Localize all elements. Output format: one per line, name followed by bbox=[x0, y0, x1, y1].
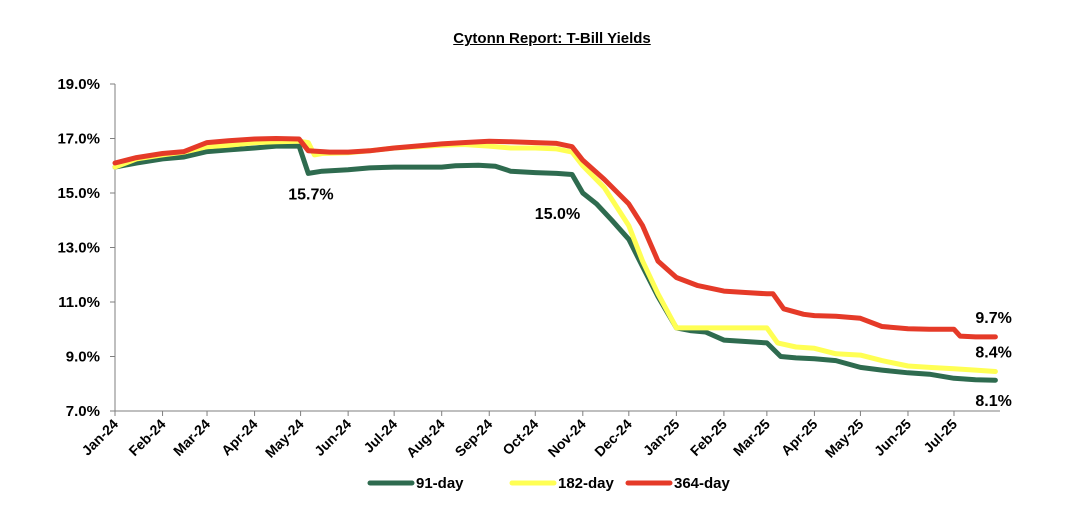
series-line-182-day bbox=[112, 138, 998, 374]
x-tick-label: Dec-24 bbox=[591, 416, 635, 460]
y-tick-label: 7.0% bbox=[66, 403, 100, 420]
legend-label-364-day: 364-day bbox=[674, 475, 731, 492]
x-tick-label: Oct-24 bbox=[499, 416, 541, 458]
x-tick-label: May-25 bbox=[822, 416, 867, 461]
x-tick-label: Jul-25 bbox=[920, 416, 960, 456]
x-tick-label: May-24 bbox=[262, 416, 307, 461]
data-label: 15.0% bbox=[535, 206, 580, 223]
y-tick-label: 15.0% bbox=[57, 185, 100, 202]
data-label: 9.7% bbox=[975, 310, 1011, 327]
y-tick-label: 17.0% bbox=[57, 131, 100, 148]
x-tick-label: Jan-25 bbox=[640, 416, 683, 459]
x-tick-label: Jun-24 bbox=[311, 416, 354, 459]
x-tick-label: Sep-24 bbox=[452, 416, 496, 460]
series-layer bbox=[112, 136, 998, 383]
x-tick-label: Feb-24 bbox=[125, 416, 168, 459]
x-tick-label: Jul-24 bbox=[360, 416, 400, 456]
series-line-91-day bbox=[112, 143, 998, 383]
x-tick-label: Apr-24 bbox=[218, 416, 261, 459]
y-tick-label: 19.0% bbox=[57, 76, 100, 93]
axes-layer: 7.0%9.0%11.0%13.0%15.0%17.0%19.0%Jan-24 F… bbox=[57, 76, 1000, 461]
x-tick-label: Mar-25 bbox=[730, 416, 773, 459]
data-label: 8.1% bbox=[975, 393, 1011, 410]
x-tick-label: Jun-25 bbox=[871, 416, 914, 459]
x-tick-label: Aug-24 bbox=[403, 416, 448, 461]
data-label: 15.7% bbox=[288, 186, 333, 203]
y-tick-label: 9.0% bbox=[66, 349, 100, 366]
x-tick-label: Jan-24 bbox=[78, 416, 121, 459]
data-label: 8.4% bbox=[975, 344, 1011, 361]
legend-label-182-day: 182-day bbox=[558, 475, 615, 492]
chart-title: Cytonn Report: T-Bill Yields bbox=[453, 30, 651, 47]
x-tick-label: Feb-25 bbox=[687, 416, 730, 459]
annotation-layer: 15.7% 15.0% 9.7% 8.4% 8.1% bbox=[288, 186, 1012, 410]
series-line-364-day bbox=[112, 136, 998, 340]
x-tick-label: Apr-25 bbox=[778, 416, 821, 459]
x-tick-label: Mar-24 bbox=[170, 416, 213, 459]
x-tick-label: Nov-24 bbox=[545, 416, 589, 460]
y-tick-label: 13.0% bbox=[57, 240, 100, 257]
legend-layer: 91-day 182-day 364-day bbox=[367, 475, 731, 492]
y-tick-label: 11.0% bbox=[58, 294, 100, 311]
legend-label-91-day: 91-day bbox=[416, 475, 464, 492]
